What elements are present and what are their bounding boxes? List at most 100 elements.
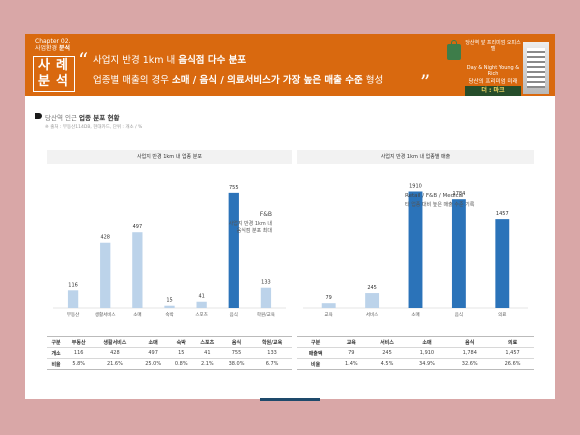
table-cell: 26.6% xyxy=(491,358,534,370)
headline-1-bold: 음식점 다수 분포 xyxy=(178,55,247,66)
table-cell: 25.0% xyxy=(137,358,169,370)
table-cell: 116 xyxy=(65,347,93,359)
data-label: 1784 xyxy=(453,191,466,197)
category-label: 숙박 xyxy=(165,311,173,318)
bar-음식 xyxy=(228,192,239,308)
table-cell: 2.1% xyxy=(193,358,221,370)
table-cell: 41 xyxy=(193,347,221,359)
table-header-cell: 학원/교육 xyxy=(252,336,292,348)
table-header-cell: 부동산 xyxy=(65,336,93,348)
table-header-cell: 교육 xyxy=(334,336,369,348)
bar-생활서비스 xyxy=(100,242,111,308)
table-cell: 133 xyxy=(252,347,292,359)
chart-title: 사업지 반경 1km 내 업종별 매출 xyxy=(297,150,534,164)
data-label: 133 xyxy=(261,280,271,286)
table-cell: 1,784 xyxy=(448,347,492,359)
chart-title: 사업지 반경 1km 내 업종 분포 xyxy=(47,150,292,164)
category-label: 스포츠 xyxy=(195,312,207,318)
headline-2-tail: 형성 xyxy=(362,75,384,86)
headline-1-normal: 사업지 반경 1km 내 xyxy=(93,55,179,66)
building-image xyxy=(523,42,549,94)
bar-소매 xyxy=(132,232,143,308)
data-label: 116 xyxy=(68,282,78,288)
bar-chart-distribution: 116 부동산 428 생활서비스 497 소매 15 숙박 41 스포츠 755 음식 133 학원/교… xyxy=(53,185,286,318)
table-header-cell: 소매 xyxy=(137,336,169,348)
table-cell: 매출액 xyxy=(297,347,335,359)
sales-table: 구분 교육 서비스 소매 음식 의료 매출액 79 245 1,910 1,784 1,457 비율 1.… xyxy=(297,336,534,370)
bar-숙박 xyxy=(164,305,175,308)
table-header-cell: 음식 xyxy=(220,336,253,348)
section-title-normal: 당산역 인근 xyxy=(45,114,80,122)
promo-mid-text: Day & Night Young & Rich xyxy=(466,65,520,77)
headline-1: 사업지 반경 1km 내 음식점 다수 분포 xyxy=(93,52,246,66)
table-cell: 32.6% xyxy=(448,358,492,370)
table-cell: 1,910 xyxy=(405,347,449,359)
table-cell: 1.4% xyxy=(334,358,369,370)
table-header-row: 구분 부동산 생활서비스 소매 숙박 스포츠 음식 학원/교육 xyxy=(47,336,292,348)
category-label: 소매 xyxy=(411,311,419,318)
category-label: 의료 xyxy=(498,311,506,318)
data-label: 245 xyxy=(367,285,377,291)
category-label: 음식 xyxy=(230,311,238,318)
section-title-bold: 업종 분포 현황 xyxy=(79,114,120,122)
table-header-cell: 서비스 xyxy=(368,336,406,348)
promo-top-text: 당산역 앞 프리미엄 오피스텔 xyxy=(465,40,521,52)
table-header-cell: 생활서비스 xyxy=(92,336,138,348)
table-header-cell: 의료 xyxy=(491,336,534,348)
bar-학원/교육 xyxy=(260,287,272,308)
chapter-subtitle: 사업환경 분석 xyxy=(35,45,70,52)
table-cell: 34.9% xyxy=(405,358,449,370)
data-label: 15 xyxy=(166,298,172,304)
table-cell: 755 xyxy=(220,347,253,359)
quote-close: ” xyxy=(420,70,431,94)
headline-2-normal: 업종별 매출의 경우 xyxy=(93,75,172,86)
table-cell: 개소 xyxy=(47,347,66,359)
table-cell: 79 xyxy=(334,347,369,359)
promo-badge: 당산역 앞 프리미엄 오피스텔 Day & Night Young & Rich… xyxy=(443,38,553,96)
header-banner: Chapter 02. 사업환경 분석 사례분석 “ 사업지 반경 1km 내 … xyxy=(25,34,555,96)
table-header-cell: 소매 xyxy=(405,336,449,348)
table-header-row: 구분 교육 서비스 소매 음식 의료 xyxy=(297,336,534,348)
table-cell: 0.8% xyxy=(168,358,194,370)
table-cell: 비율 xyxy=(47,358,66,370)
promo-sub-text: 당산의 프리미엄 미래 xyxy=(468,79,518,85)
data-label: 1457 xyxy=(496,211,509,217)
annotation-line: 음식점 분포 최대 xyxy=(237,227,273,234)
data-label: 79 xyxy=(326,295,332,301)
chart-panel-sales: 사업지 반경 1km 내 업종별 매출 79 교육 245 서비스 1910 소매 1784… xyxy=(297,150,534,360)
annotation-line: 사업지 반경 1km 내 xyxy=(229,220,273,227)
table-row: 비율 1.4% 4.5% 34.9% 32.6% 26.6% xyxy=(297,358,534,370)
table-row: 매출액 79 245 1,910 1,784 1,457 xyxy=(297,347,534,359)
table-cell: 497 xyxy=(137,347,169,359)
footer-accent-bar xyxy=(260,398,320,401)
annotation-line: 타 업종 대비 높은 매출 수준 기록 xyxy=(405,201,475,208)
category-label: 서비스 xyxy=(366,311,378,318)
headline-2-bold: 소매 / 음식 / 의료서비스가 가장 높은 매출 수준 xyxy=(171,75,363,86)
shopping-bag-icon xyxy=(447,44,461,60)
source-note: ※ 출처 : 부동산114DB, 현대카드, 단위 : 개소 / % xyxy=(45,125,143,130)
table-header-cell: 숙박 xyxy=(168,336,194,348)
slide: Chapter 02. 사업환경 분석 사례분석 “ 사업지 반경 1km 내 … xyxy=(25,34,555,399)
table-cell: 4.5% xyxy=(368,358,406,370)
chapter-label: Chapter 02. 사업환경 분석 xyxy=(35,38,70,52)
distribution-table: 구분 부동산 생활서비스 소매 숙박 스포츠 음식 학원/교육 개소 116 428 497 15 41 7… xyxy=(47,336,292,370)
chapter-subtitle-prefix: 사업환경 xyxy=(35,45,59,52)
section-marker-icon xyxy=(35,113,42,119)
bar-스포츠 xyxy=(196,301,207,308)
table-header-cell: 구분 xyxy=(47,336,66,348)
shopping-bag-handle-icon xyxy=(451,40,457,45)
table-cell: 21.6% xyxy=(92,358,138,370)
bar-서비스 xyxy=(365,293,380,308)
chapter-subtitle-bold: 분석 xyxy=(59,45,71,52)
data-label: 497 xyxy=(133,224,143,230)
table-header-cell: 구분 xyxy=(297,336,335,348)
bar-chart-sales: 79 교육 245 서비스 1910 소매 1784 음식 1457 의료 Retail / F&B… xyxy=(303,183,528,318)
table-cell: 428 xyxy=(92,347,138,359)
category-label: 교육 xyxy=(325,312,333,318)
bar-음식 xyxy=(451,199,466,308)
chapter-number: Chapter 02. xyxy=(35,38,71,45)
category-label: 음식 xyxy=(455,311,463,318)
table-header-cell: 음식 xyxy=(448,336,492,348)
bar-부동산 xyxy=(67,290,79,308)
category-label: 부동산 xyxy=(67,311,79,318)
